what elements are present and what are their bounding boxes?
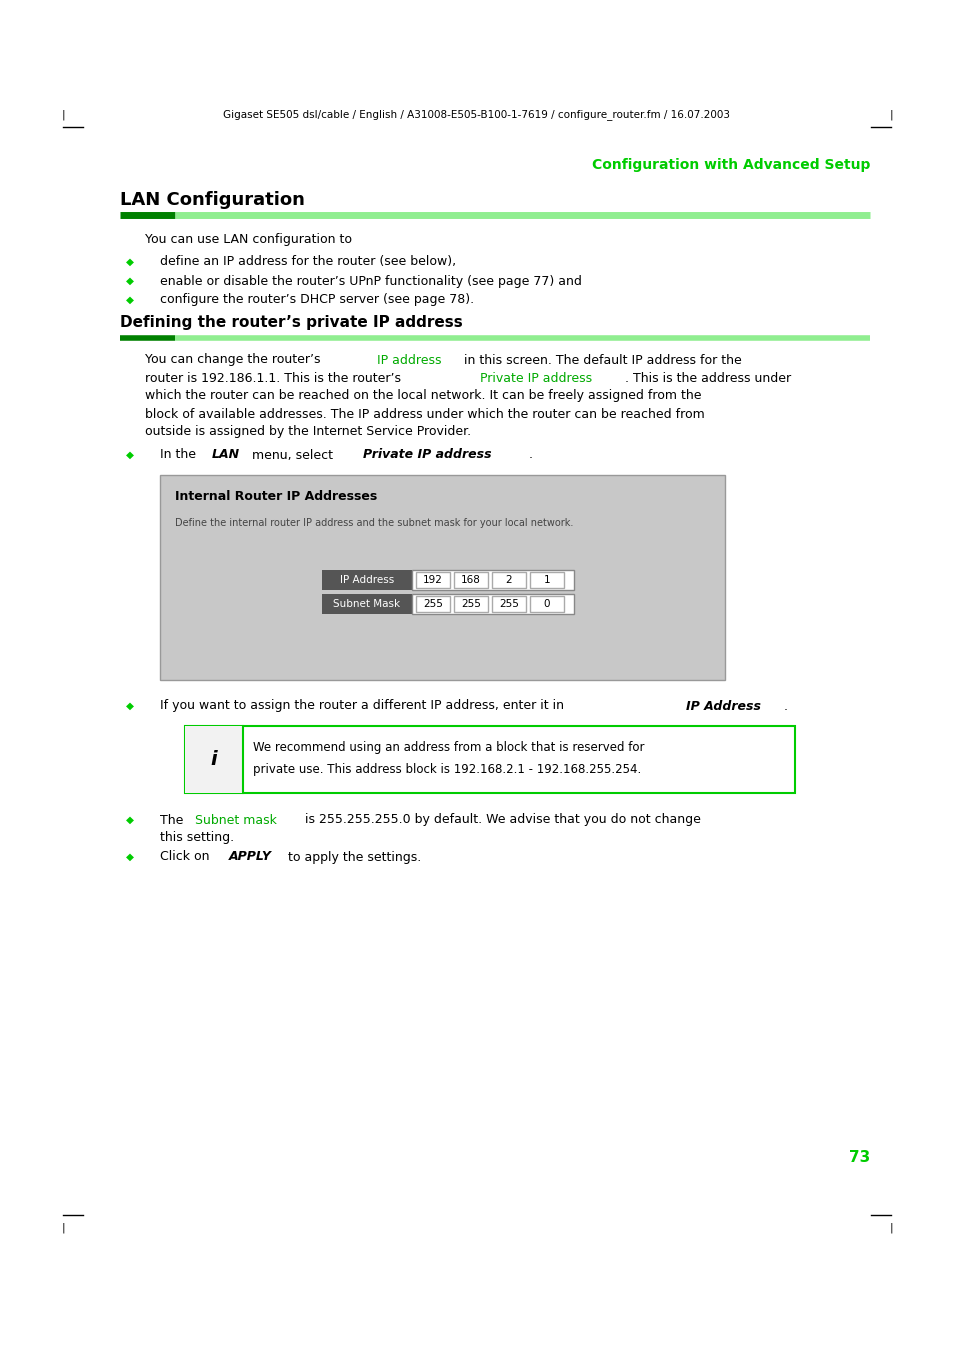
Bar xyxy=(416,596,450,612)
Bar xyxy=(185,725,794,793)
Text: is 255.255.255.0 by default. We advise that you do not change: is 255.255.255.0 by default. We advise t… xyxy=(300,813,700,827)
Text: You can change the router’s: You can change the router’s xyxy=(145,354,324,366)
Text: 73: 73 xyxy=(848,1151,869,1166)
Text: IP Address: IP Address xyxy=(686,700,760,712)
Text: menu, select: menu, select xyxy=(248,449,336,462)
Text: 255: 255 xyxy=(498,598,518,609)
Text: The: The xyxy=(160,813,187,827)
Text: |: | xyxy=(61,1223,65,1233)
Text: block of available addresses. The IP address under which the router can be reach: block of available addresses. The IP add… xyxy=(145,408,704,420)
Text: Gigaset SE505 dsl/cable / English / A31008-E505-B100-1-7619 / configure_router.f: Gigaset SE505 dsl/cable / English / A310… xyxy=(223,109,730,120)
Text: Defining the router’s private IP address: Defining the router’s private IP address xyxy=(120,316,462,331)
Text: ◆: ◆ xyxy=(126,276,133,286)
Bar xyxy=(492,596,525,612)
Text: Private IP address: Private IP address xyxy=(362,449,491,462)
Text: ◆: ◆ xyxy=(126,450,133,459)
Text: in this screen. The default IP address for the: in this screen. The default IP address f… xyxy=(459,354,740,366)
Text: outside is assigned by the Internet Service Provider.: outside is assigned by the Internet Serv… xyxy=(145,426,471,439)
Text: IP address: IP address xyxy=(376,354,440,366)
Text: Internal Router IP Addresses: Internal Router IP Addresses xyxy=(174,490,376,504)
Text: this setting.: this setting. xyxy=(160,831,233,844)
Text: Configuration with Advanced Setup: Configuration with Advanced Setup xyxy=(591,158,869,172)
Text: APPLY: APPLY xyxy=(229,851,272,863)
Text: LAN Configuration: LAN Configuration xyxy=(120,190,305,209)
Bar xyxy=(492,571,525,588)
Bar xyxy=(530,596,563,612)
Text: |: | xyxy=(61,109,65,120)
Text: .: . xyxy=(782,700,786,712)
Text: We recommend using an address from a block that is reserved for: We recommend using an address from a blo… xyxy=(253,742,644,754)
Bar xyxy=(530,571,563,588)
Text: Private IP address: Private IP address xyxy=(480,372,592,385)
Text: . This is the address under: . This is the address under xyxy=(624,372,790,385)
Text: 255: 255 xyxy=(422,598,442,609)
Text: LAN: LAN xyxy=(212,449,239,462)
Bar xyxy=(185,725,243,793)
Text: router is 192.186.1.1. This is the router’s: router is 192.186.1.1. This is the route… xyxy=(145,372,405,385)
Text: 2: 2 xyxy=(505,576,512,585)
Text: which the router can be reached on the local network. It can be freely assigned : which the router can be reached on the l… xyxy=(145,389,700,403)
Text: i: i xyxy=(211,750,217,769)
Text: 255: 255 xyxy=(460,598,480,609)
Text: ◆: ◆ xyxy=(126,295,133,305)
Bar xyxy=(322,594,412,613)
Text: ◆: ◆ xyxy=(126,852,133,862)
Text: Define the internal router IP address and the subnet mask for your local network: Define the internal router IP address an… xyxy=(174,517,573,528)
Text: define an IP address for the router (see below),: define an IP address for the router (see… xyxy=(160,255,456,269)
Text: In the: In the xyxy=(160,449,200,462)
Text: configure the router’s DHCP server (see page 78).: configure the router’s DHCP server (see … xyxy=(160,293,474,307)
Bar xyxy=(322,570,412,590)
Bar xyxy=(412,594,574,613)
Text: Subnet Mask: Subnet Mask xyxy=(334,598,400,609)
Text: If you want to assign the router a different IP address, enter it in: If you want to assign the router a diffe… xyxy=(160,700,567,712)
Text: |: | xyxy=(888,1223,892,1233)
Bar xyxy=(416,571,450,588)
Bar xyxy=(160,476,724,680)
Bar xyxy=(454,571,488,588)
Text: to apply the settings.: to apply the settings. xyxy=(284,851,421,863)
Text: 168: 168 xyxy=(460,576,480,585)
Bar xyxy=(454,596,488,612)
Text: ◆: ◆ xyxy=(126,815,133,825)
Text: 192: 192 xyxy=(422,576,442,585)
Bar xyxy=(412,570,574,590)
Text: 0: 0 xyxy=(543,598,550,609)
Text: private use. This address block is 192.168.2.1 - 192.168.255.254.: private use. This address block is 192.1… xyxy=(253,763,640,777)
Text: You can use LAN configuration to: You can use LAN configuration to xyxy=(145,234,352,246)
Text: |: | xyxy=(888,109,892,120)
Text: Click on: Click on xyxy=(160,851,213,863)
Text: Subnet mask: Subnet mask xyxy=(195,813,277,827)
Text: enable or disable the router’s UPnP functionality (see page 77) and: enable or disable the router’s UPnP func… xyxy=(160,274,581,288)
Text: 1: 1 xyxy=(543,576,550,585)
Text: ◆: ◆ xyxy=(126,257,133,267)
Text: .: . xyxy=(528,449,532,462)
Text: ◆: ◆ xyxy=(126,701,133,711)
Text: IP Address: IP Address xyxy=(339,576,394,585)
